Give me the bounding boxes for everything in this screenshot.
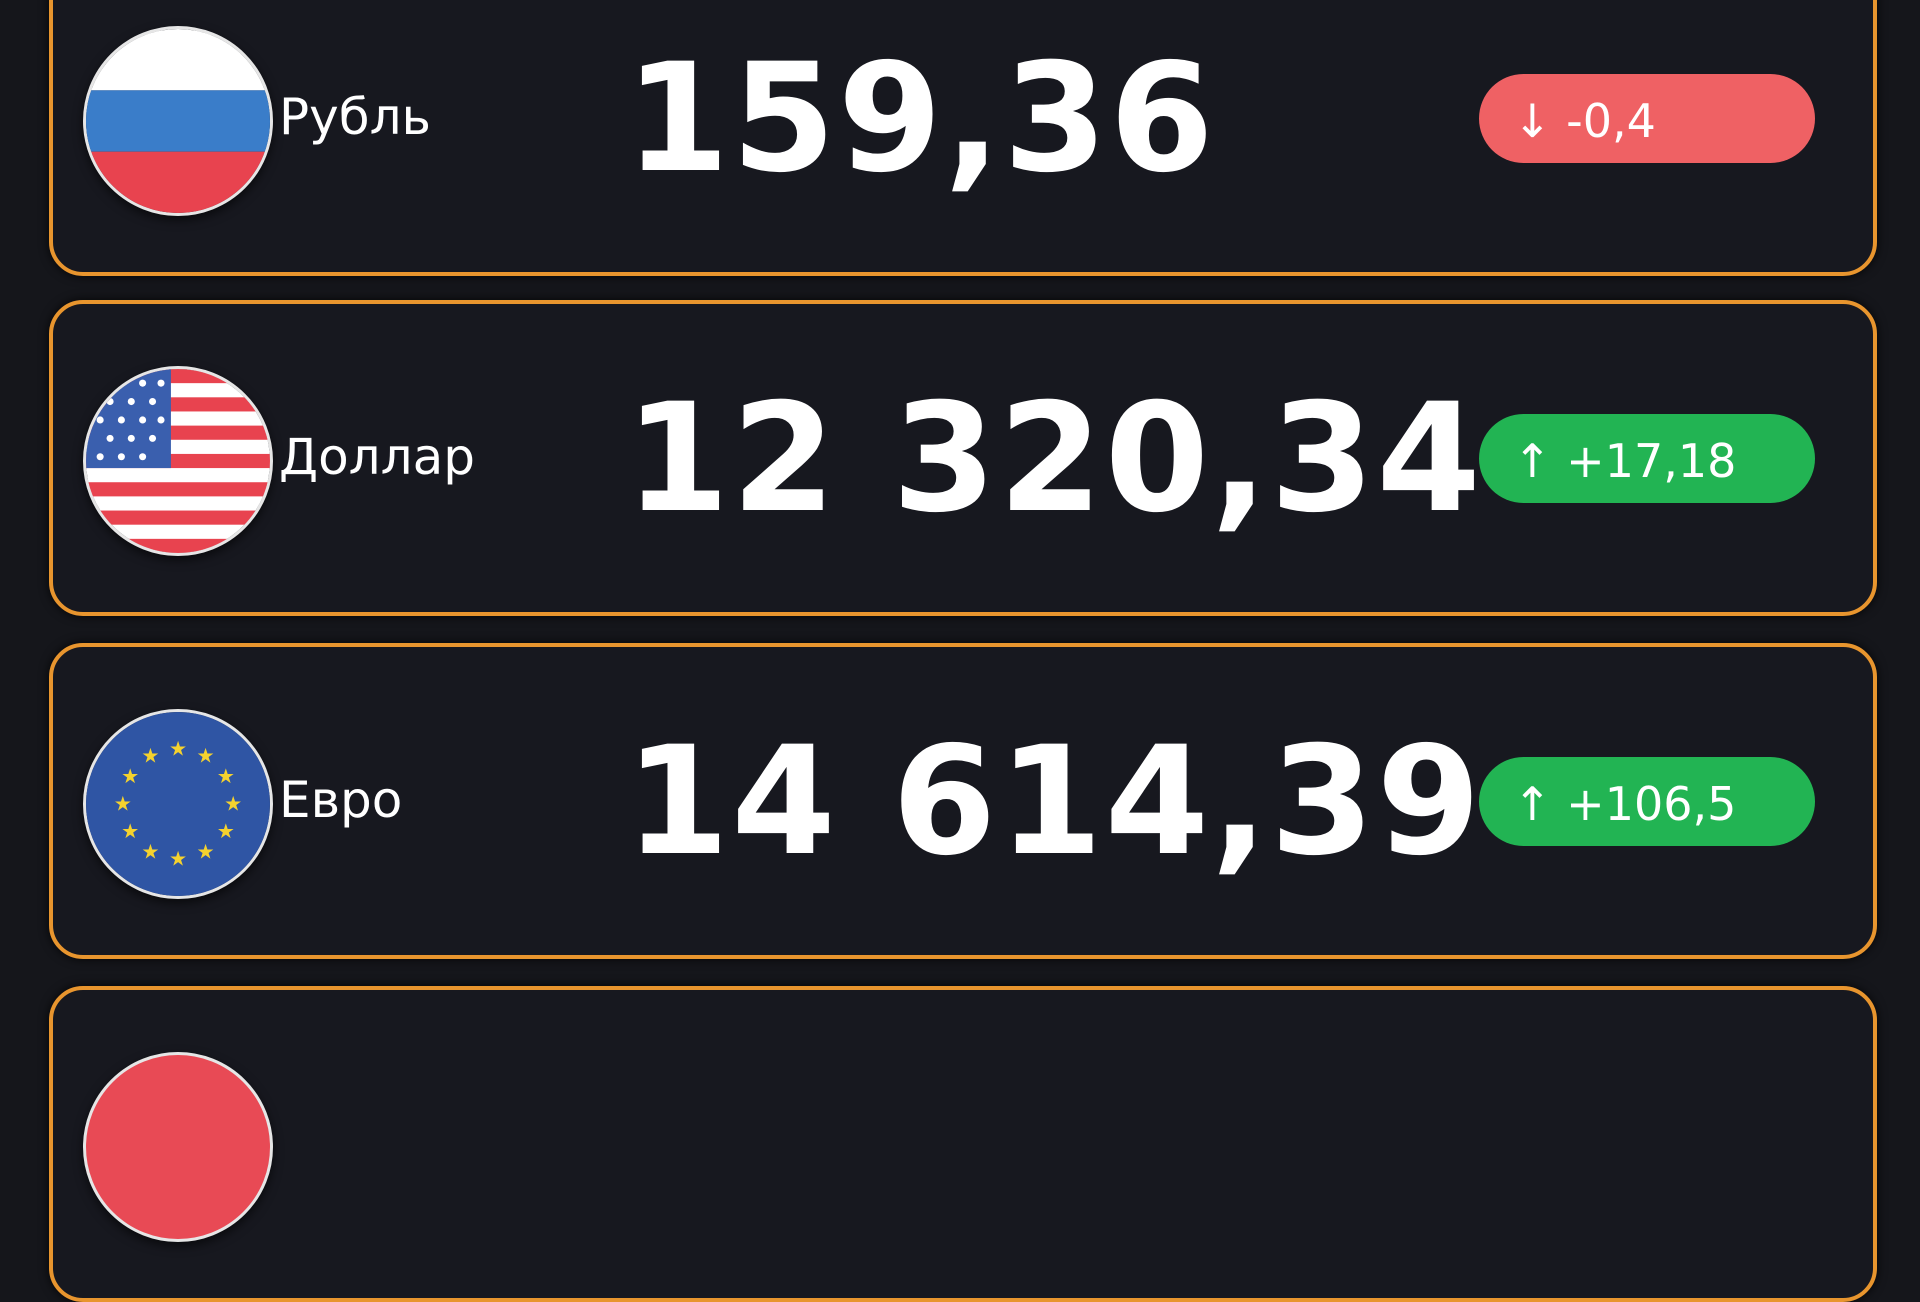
change-badge: ↓ -0,4 bbox=[1479, 74, 1815, 163]
star-icon: ★ bbox=[141, 839, 159, 863]
currency-name: Доллар bbox=[279, 428, 475, 486]
currency-card-rub[interactable]: Рубль 159,36 ↓ -0,4 bbox=[49, 0, 1877, 276]
arrow-down-icon: ↓ bbox=[1513, 94, 1552, 148]
star-icon: ★ bbox=[121, 764, 139, 788]
eu-flag-icon: ★ ★ ★ ★ ★ ★ ★ ★ ★ ★ ★ ★ bbox=[83, 709, 273, 899]
arrow-up-icon: ↑ bbox=[1513, 777, 1552, 831]
currency-card-usd[interactable]: Доллар 12 320,34 ↑ +17,18 bbox=[49, 300, 1877, 616]
currency-value: 14 614,39 bbox=[625, 715, 1483, 889]
star-icon: ★ bbox=[197, 744, 215, 768]
change-badge: ↑ +106,5 bbox=[1479, 757, 1815, 846]
change-value: +17,18 bbox=[1566, 434, 1737, 488]
star-icon: ★ bbox=[121, 819, 139, 843]
currency-card-eur[interactable]: ★ ★ ★ ★ ★ ★ ★ ★ ★ ★ ★ ★ Евро 14 614,39 ↑ +106,5 bbox=[49, 643, 1877, 959]
star-icon: ★ bbox=[114, 791, 132, 815]
star-icon: ★ bbox=[141, 744, 159, 768]
russia-flag-icon bbox=[83, 26, 273, 216]
currency-card-cny[interactable] bbox=[49, 986, 1877, 1302]
change-value: -0,4 bbox=[1566, 94, 1656, 148]
arrow-up-icon: ↑ bbox=[1513, 434, 1552, 488]
usa-flag-icon bbox=[83, 366, 273, 556]
star-icon: ★ bbox=[169, 736, 187, 760]
change-value: +106,5 bbox=[1566, 777, 1737, 831]
star-icon: ★ bbox=[224, 791, 242, 815]
currency-value: 159,36 bbox=[625, 32, 1216, 206]
currency-name: Рубль bbox=[279, 88, 432, 146]
currency-value: 12 320,34 bbox=[625, 372, 1483, 546]
star-icon: ★ bbox=[169, 847, 187, 871]
star-icon: ★ bbox=[217, 764, 235, 788]
change-badge: ↑ +17,18 bbox=[1479, 414, 1815, 503]
star-icon: ★ bbox=[197, 839, 215, 863]
star-icon: ★ bbox=[217, 819, 235, 843]
currency-name: Евро bbox=[279, 771, 403, 829]
